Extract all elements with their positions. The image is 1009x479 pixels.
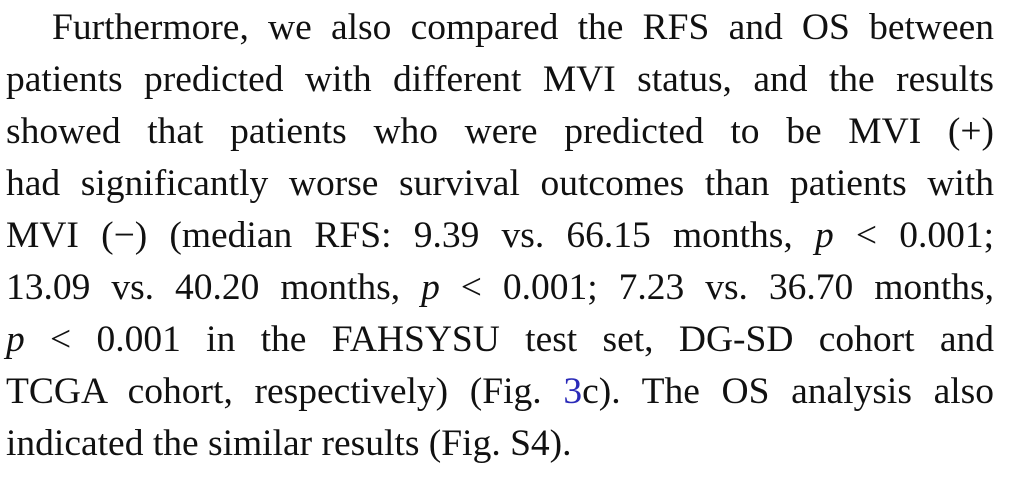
paragraph-line-2: patients predicted with different MVI st… (6, 59, 994, 100)
paragraph-line-7: p < 0.001 in the FAHSYSU test set, DG-SD… (6, 316, 994, 364)
line-5-text-a: MVI (−) (median RFS: 9.39 vs. 66.15 mont… (6, 215, 793, 256)
paragraph-line-8: TCGA cohort, respectively) (Fig. 3c). Th… (6, 368, 994, 416)
line-8-text-a: TCGA cohort, respectively) (Fig. (6, 371, 542, 412)
line-5-text-b: < 0.001; (833, 215, 994, 256)
paragraph-line-9: indicated the similar results (Fig. S4). (6, 423, 572, 464)
figure-reference-link[interactable]: 3 (563, 371, 583, 412)
paragraph-line-5: MVI (−) (median RFS: 9.39 vs. 66.15 mont… (6, 212, 994, 260)
line-6-text-a: 13.09 vs. 40.20 months, (6, 267, 401, 308)
line-8-text-b: c). The OS analysis also (582, 371, 994, 412)
p-value-symbol: p (814, 215, 834, 256)
paragraph-line-4: had significantly worse survival outcome… (6, 163, 994, 204)
p-value-symbol: p (421, 267, 440, 308)
line-6-text-b: < 0.001; 7.23 vs. 36.70 months, (439, 267, 994, 308)
line-7-text-b: < 0.001 in the FAHSYSU test set, DG-SD c… (24, 319, 994, 360)
paragraph-line-6: 13.09 vs. 40.20 months, p < 0.001; 7.23 … (6, 264, 994, 312)
paragraph-line-1: Furthermore, we also compared the RFS an… (52, 7, 994, 48)
p-value-symbol: p (6, 319, 25, 360)
paragraph-line-3: showed that patients who were predicted … (6, 111, 994, 152)
